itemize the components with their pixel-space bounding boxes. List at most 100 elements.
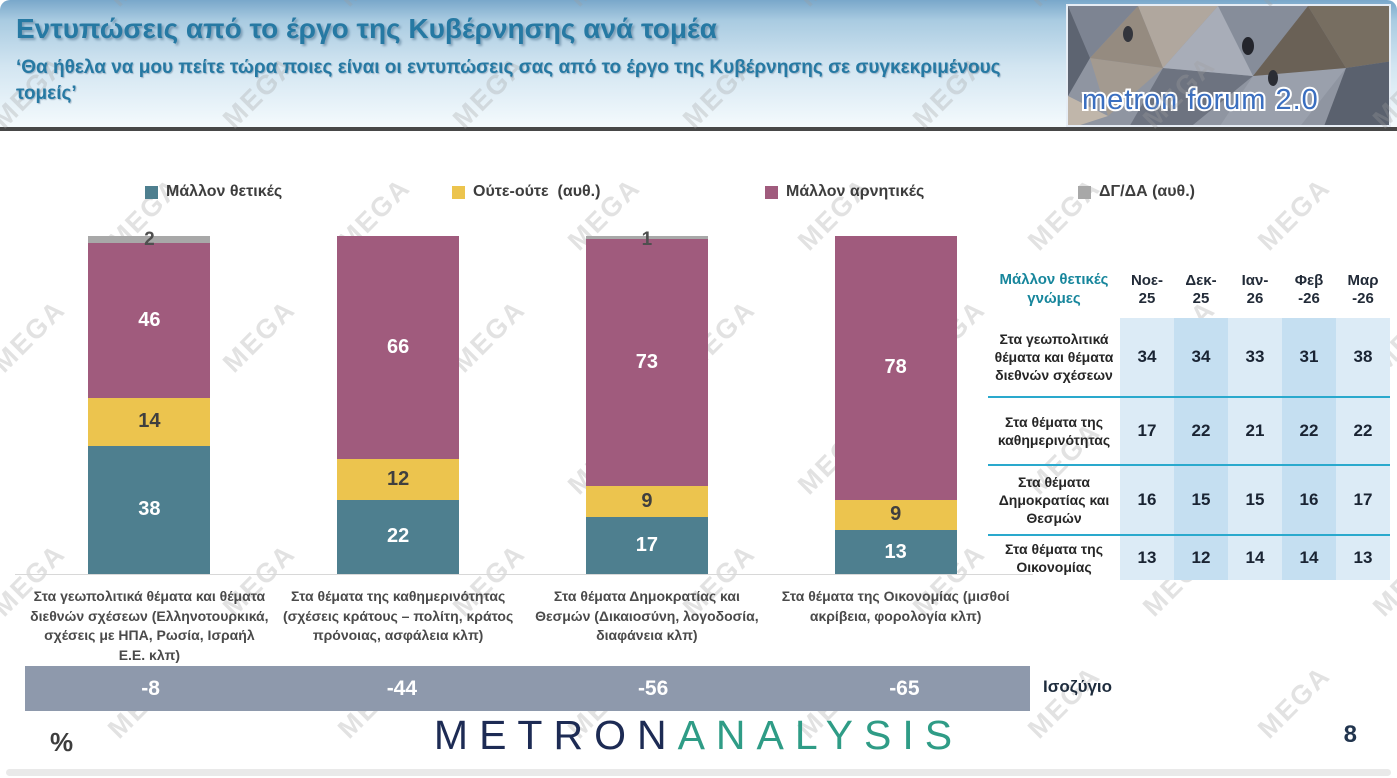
legend-label: Ούτε-ούτε (αυθ.) xyxy=(473,183,601,200)
table-cell: 34 xyxy=(1120,318,1174,396)
bar-segment: 12 xyxy=(337,459,460,500)
stacked-bar-chart: 38 14 46 2 22 12 66 17 9 73 1 13 9 78 xyxy=(25,230,1020,574)
table-cell: 34 xyxy=(1174,318,1228,396)
category-label: Στα θέματα της καθημερινότητας (σχέσεις … xyxy=(282,588,514,644)
table-column-header: Δεκ- 25 xyxy=(1185,272,1217,307)
slide-bottom-edge xyxy=(6,769,1391,776)
table-cell: 21 xyxy=(1228,398,1282,464)
bar-value-label: 66 xyxy=(387,336,410,359)
table-cell: 31 xyxy=(1282,318,1336,396)
metron-forum-logo: metron forum 2.0 xyxy=(1066,4,1391,127)
table-cell: 13 xyxy=(1336,536,1390,580)
table-column-header: Νοε- 25 xyxy=(1130,272,1164,307)
table-cell: 12 xyxy=(1174,536,1228,580)
bar-segment-dk-da xyxy=(585,236,708,240)
table-row: Στα γεωπολιτικά θέματα και θέματα διεθνώ… xyxy=(988,318,1390,398)
legend-item: Ούτε-ούτε (αυθ.) xyxy=(452,183,600,201)
table-header-title: Μάλλον θετικές γνώμες xyxy=(999,271,1109,307)
positive-opinions-table: Μάλλον θετικές γνώμες Νοε- 25 Δεκ- 25 Ιαν- … xyxy=(988,262,1390,580)
category-label: Στα γεωπολιτικά θέματα και θέματα διεθνώ… xyxy=(30,588,269,663)
legend-swatch-icon xyxy=(452,185,465,199)
table-cell: 15 xyxy=(1174,466,1228,534)
balance-strip: -8 -44 -56 -65 xyxy=(25,666,1030,711)
bar-segment: 13 xyxy=(834,530,957,574)
table-cell: 17 xyxy=(1336,466,1390,534)
bar-value-label: 17 xyxy=(635,533,658,556)
table-header-row: Μάλλον θετικές γνώμες Νοε- 25 Δεκ- 25 Ιαν- … xyxy=(988,262,1390,318)
category-labels-row: Στα γεωπολιτικά θέματα και θέματα διεθνώ… xyxy=(25,587,1020,665)
table-column-header: Ιαν- 26 xyxy=(1241,272,1269,307)
table-cell: 22 xyxy=(1336,398,1390,464)
balance-value: -8 xyxy=(141,676,160,700)
table-column-header: Μαρ -26 xyxy=(1347,272,1379,307)
header-banner: metron forum 2.0 xyxy=(0,0,1397,131)
legend-item: Μάλλον αρνητικές xyxy=(765,183,924,201)
bar-value-label: 22 xyxy=(387,525,410,548)
legend-item: ΔΓ/ΔΑ (αυθ.) xyxy=(1078,183,1195,201)
stacked-bar: 13 9 78 xyxy=(834,236,957,574)
table-cell: 22 xyxy=(1282,398,1336,464)
table-cell: 13 xyxy=(1120,536,1174,580)
page-subtitle: ‘Θα ήθελα να μου πείτε τώρα ποιες είναι … xyxy=(16,57,1001,105)
table-cell: 33 xyxy=(1228,318,1282,396)
bar-segment: 9 xyxy=(585,486,708,517)
legend-swatch-icon xyxy=(765,185,778,199)
table-column-header: Φεβ -26 xyxy=(1294,272,1324,307)
category-label: Στα θέματα Δημοκρατίας και Θεσμών (Δικαι… xyxy=(535,588,759,644)
bar-column: 38 14 46 2 xyxy=(25,230,274,574)
table-row: Στα θέματα Δημοκρατίας και Θεσμών 16 15 15 1… xyxy=(988,466,1390,536)
stacked-bar: 22 12 66 xyxy=(337,236,460,574)
page-number: 8 xyxy=(1343,721,1357,748)
bar-value-label: 13 xyxy=(884,540,907,563)
stacked-bar: 38 14 46 2 xyxy=(88,230,211,574)
percent-unit-label: % xyxy=(50,727,74,757)
bar-segment: 38 xyxy=(88,445,211,574)
bar-value-label: 78 xyxy=(884,356,907,379)
category-label: Στα θέματα της Οικονομίας (μισθοί ακρίβε… xyxy=(781,588,1010,624)
table-row-label: Στα γεωπολιτικά θέματα και θέματα διεθνώ… xyxy=(994,330,1114,384)
logo-text: metron forum 2.0 xyxy=(1082,84,1319,116)
brand-word-metron: METRON xyxy=(433,712,678,758)
bar-value-label: 73 xyxy=(635,351,658,374)
table-cell: 22 xyxy=(1174,398,1228,464)
bar-column: 13 9 78 xyxy=(771,236,1020,574)
watermark-text: MEGA xyxy=(1252,172,1337,257)
bar-value-label: 38 xyxy=(138,498,161,521)
bar-value-label: 9 xyxy=(890,503,902,526)
legend-label: ΔΓ/ΔΑ (αυθ.) xyxy=(1099,183,1195,200)
stacked-bar: 17 9 73 1 xyxy=(585,230,708,574)
legend-item: Μάλλον θετικές xyxy=(145,183,282,201)
bar-segment: 66 xyxy=(337,236,460,460)
balance-value: -65 xyxy=(889,676,920,700)
bar-value-label: 14 xyxy=(138,410,161,433)
bar-segment: 17 xyxy=(585,516,708,574)
legend-label: Μάλλον θετικές xyxy=(166,183,283,200)
table-cell: 16 xyxy=(1282,466,1336,534)
bar-value-label: 9 xyxy=(641,489,653,512)
table-row-label: Στα θέματα Δημοκρατίας και Θεσμών xyxy=(998,473,1110,527)
table-cell: 14 xyxy=(1282,536,1336,580)
balance-value: -56 xyxy=(637,676,669,700)
logo-mosaic-image: metron forum 2.0 xyxy=(1068,6,1389,125)
legend-swatch-icon xyxy=(145,185,158,199)
table-cell: 15 xyxy=(1228,466,1282,534)
table-cell: 14 xyxy=(1228,536,1282,580)
table-cell: 17 xyxy=(1120,398,1174,464)
bar-value-label: 46 xyxy=(138,309,161,332)
metron-analysis-logo: METRONANALYSIS xyxy=(0,712,1397,759)
legend-label: Μάλλον αρνητικές xyxy=(786,183,925,200)
bar-segment: 14 xyxy=(88,398,211,446)
page-title: Εντυπώσεις από το έργο της Κυβέρνησης αν… xyxy=(16,13,717,44)
bar-column: 17 9 73 1 xyxy=(523,230,772,574)
bar-segment: 78 xyxy=(834,236,957,500)
table-cell: 38 xyxy=(1336,318,1390,396)
bar-segment: 22 xyxy=(337,499,460,574)
brand-word-analysis: ANALYSIS xyxy=(677,712,964,758)
bar-segment-dk-da xyxy=(88,236,211,243)
bar-value-label: 12 xyxy=(387,467,410,490)
chart-baseline xyxy=(15,574,1033,575)
balance-value: -44 xyxy=(386,676,418,700)
legend-swatch-icon xyxy=(1078,185,1091,199)
table-row-label: Στα θέματα της καθημερινότητας xyxy=(997,413,1111,448)
table-cell: 16 xyxy=(1120,466,1174,534)
